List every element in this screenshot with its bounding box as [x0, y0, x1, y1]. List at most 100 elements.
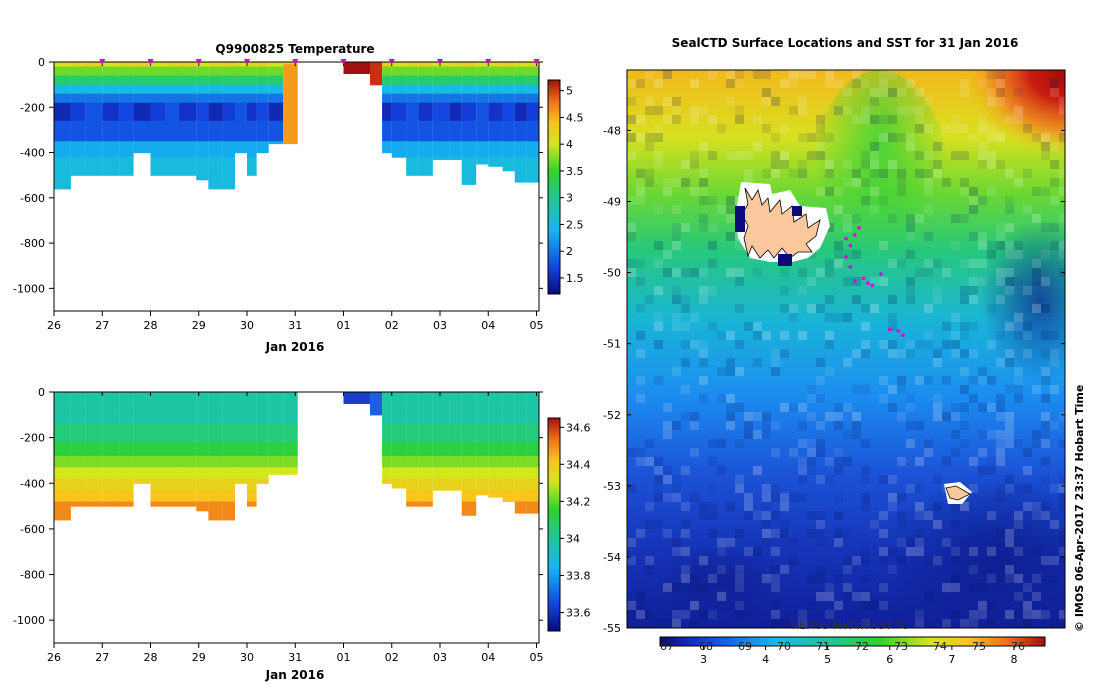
temperature-cell — [102, 107, 120, 111]
sst-pixel — [987, 151, 996, 160]
temperature-cell — [208, 111, 223, 115]
temperature-cell — [165, 161, 180, 165]
salinity-cell — [222, 433, 235, 436]
temperature-cell — [449, 148, 462, 151]
salinity-cell — [268, 405, 284, 409]
salinity-cell — [488, 451, 503, 455]
salinity-cell — [526, 485, 539, 489]
temperature-cell — [432, 132, 450, 136]
salinity-cell — [54, 392, 71, 395]
sst-pixel — [879, 88, 888, 97]
temperature-cell — [449, 71, 462, 74]
sst-pixel — [663, 619, 672, 628]
salinity-cell — [449, 478, 462, 482]
temperature-cell — [196, 129, 209, 133]
temperature-cell — [208, 154, 223, 158]
sst-pixel — [960, 421, 969, 430]
salinity-cell — [382, 439, 392, 443]
colorbar-tick-label: 4.5 — [566, 111, 584, 124]
salinity-cell — [196, 430, 209, 434]
salinity-cell — [54, 410, 71, 414]
salinity-cell — [449, 398, 462, 402]
sst-pixel — [717, 394, 726, 403]
salinity-cell — [208, 405, 223, 409]
temperature-cell — [449, 66, 462, 70]
sst-pixel — [924, 376, 933, 385]
temperature-cell — [449, 120, 462, 124]
temperature-cell — [54, 141, 71, 145]
temperature-cell — [526, 105, 539, 108]
temperature-cell — [514, 91, 527, 95]
salinity-cell — [179, 433, 197, 436]
temperature-cell — [247, 77, 257, 81]
sst-pixel — [645, 556, 654, 565]
temperature-cell — [461, 114, 477, 117]
sst-pixel — [717, 538, 726, 547]
salinity-cell — [283, 437, 298, 441]
sst-pixel — [645, 565, 654, 574]
sst-pixel — [960, 178, 969, 187]
temperature-cell — [70, 118, 86, 122]
temperature-cell — [165, 86, 180, 90]
sst-pixel — [798, 457, 807, 466]
sst-pixel — [681, 304, 690, 313]
temperature-cell — [85, 172, 103, 176]
salinity-cell — [432, 476, 450, 480]
sst-pixel — [825, 367, 834, 376]
temperature-cell — [208, 143, 223, 147]
temperature-cell — [488, 105, 503, 108]
temperature-cell — [488, 143, 503, 147]
temperature-cell — [268, 111, 284, 115]
salinity-cell — [418, 476, 433, 480]
temperature-cell — [391, 62, 407, 65]
sst-pixel — [726, 97, 735, 106]
salinity-cell — [179, 439, 197, 443]
sst-pixel — [816, 574, 825, 583]
salinity-cell — [133, 478, 151, 482]
temperature-cell — [70, 145, 86, 149]
sst-pixel — [681, 358, 690, 367]
salinity-cell — [418, 478, 433, 482]
sst-pixel — [789, 79, 798, 88]
temperature-cell — [165, 136, 180, 140]
colorbar-tick-label: 34.2 — [566, 495, 591, 508]
salinity-cell — [150, 462, 165, 466]
temperature-cell — [179, 68, 197, 72]
temperature-cell — [196, 68, 209, 72]
sst-pixel — [645, 178, 654, 187]
salinity-cell — [54, 478, 71, 482]
sst-pixel — [753, 322, 762, 331]
salinity-cell — [488, 405, 503, 409]
temperature-cell — [391, 132, 407, 136]
sst-pixel — [744, 493, 753, 502]
sst-pixel — [987, 187, 996, 196]
sst-pixel — [861, 385, 870, 394]
temperature-cell — [382, 64, 392, 68]
salinity-cell — [502, 465, 515, 468]
salinity-cell — [502, 471, 515, 475]
temperature-cell — [406, 157, 419, 160]
temperature-cell — [179, 107, 197, 111]
temperature-cell — [256, 77, 269, 81]
salinity-cell — [406, 421, 419, 425]
temperature-cell — [247, 172, 257, 176]
salinity-cell — [432, 430, 450, 434]
x-tick-label: 03 — [433, 319, 447, 332]
temperature-cell — [488, 132, 503, 136]
salinity-cell — [461, 506, 477, 509]
temperature-cell — [461, 132, 477, 136]
temperature-cell — [70, 159, 86, 163]
salinity-cell — [133, 430, 151, 434]
sst-pixel — [852, 115, 861, 124]
temperature-cell — [179, 62, 197, 65]
sst-pixel — [1005, 565, 1014, 574]
sst-pixel — [627, 259, 636, 268]
salinity-cell — [247, 476, 257, 480]
salinity-cell — [418, 444, 433, 448]
salinity-cell — [196, 499, 209, 503]
temperature-cell — [406, 139, 419, 142]
salinity-cell — [196, 428, 209, 432]
sst-pixel — [636, 115, 645, 124]
salinity-cell — [526, 398, 539, 402]
temperature-cell — [476, 134, 489, 138]
